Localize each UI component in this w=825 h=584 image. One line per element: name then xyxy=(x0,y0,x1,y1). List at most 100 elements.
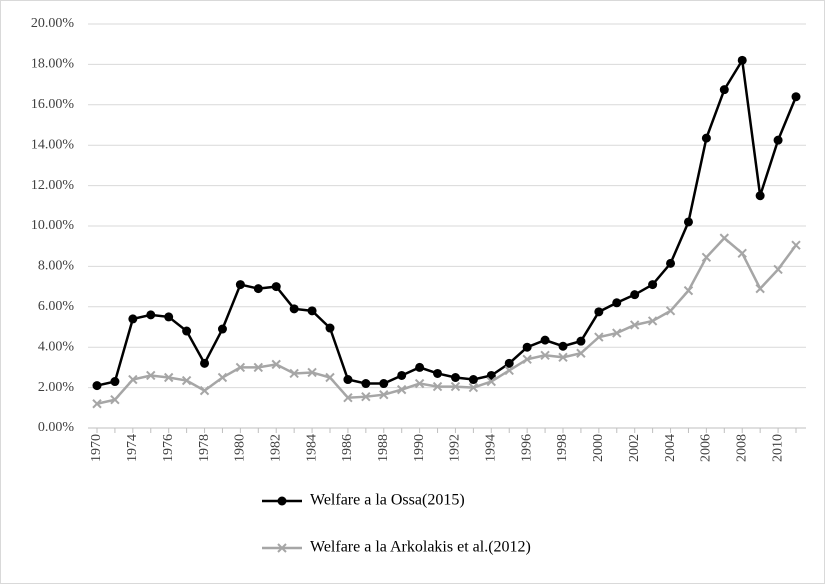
y-tick-label: 4.00% xyxy=(38,339,75,354)
marker xyxy=(504,358,514,368)
marker xyxy=(271,282,281,292)
marker xyxy=(289,368,299,379)
marker xyxy=(343,392,353,403)
marker xyxy=(217,372,228,383)
marker xyxy=(200,358,210,368)
x-tick-label: 1988 xyxy=(376,434,391,462)
marker xyxy=(235,362,246,373)
series-line xyxy=(96,236,798,405)
marker xyxy=(307,367,317,378)
marker xyxy=(683,217,693,227)
x-tick-label: 1994 xyxy=(484,434,499,462)
marker xyxy=(719,85,729,95)
x-tick-label: 2000 xyxy=(591,434,606,462)
y-tick-label: 10.00% xyxy=(31,218,75,233)
legend-label: Welfare a la Arkolakis et al.(2012) xyxy=(310,539,531,556)
x-tick-label: 1984 xyxy=(304,434,319,462)
y-tick-label: 8.00% xyxy=(38,259,75,274)
marker xyxy=(253,362,264,373)
marker xyxy=(182,326,192,336)
marker xyxy=(791,240,801,250)
marker xyxy=(468,375,478,385)
marker xyxy=(522,342,532,352)
marker xyxy=(289,304,299,314)
marker xyxy=(647,316,658,326)
marker xyxy=(612,328,622,338)
marker xyxy=(325,372,335,383)
marker xyxy=(701,133,711,143)
marker xyxy=(594,332,604,342)
marker xyxy=(199,385,210,396)
y-tick-label: 20.00% xyxy=(31,16,75,31)
marker xyxy=(629,320,640,330)
marker xyxy=(576,336,586,346)
marker xyxy=(92,399,102,409)
marker xyxy=(277,496,287,506)
marker xyxy=(433,368,443,378)
marker xyxy=(415,362,425,372)
marker xyxy=(361,379,371,389)
marker xyxy=(486,370,496,380)
marker xyxy=(701,252,712,263)
marker xyxy=(361,391,371,402)
marker xyxy=(110,377,120,387)
marker xyxy=(146,310,156,320)
y-tick-label: 0.00% xyxy=(38,420,75,435)
marker xyxy=(755,191,765,201)
y-tick-label: 6.00% xyxy=(38,299,75,314)
marker xyxy=(540,350,550,360)
marker xyxy=(540,335,550,345)
marker xyxy=(397,370,407,380)
x-tick-label: 1996 xyxy=(519,434,534,462)
x-tick-label: 1976 xyxy=(161,434,176,462)
y-tick-label: 18.00% xyxy=(31,57,75,72)
marker xyxy=(277,543,287,553)
marker xyxy=(648,280,658,290)
x-tick-label: 1970 xyxy=(89,434,104,462)
marker xyxy=(325,323,335,333)
series-line xyxy=(96,56,798,387)
marker xyxy=(486,376,497,387)
marker xyxy=(217,324,227,334)
marker xyxy=(146,370,156,381)
marker xyxy=(594,307,604,317)
marker xyxy=(773,264,783,275)
marker xyxy=(396,384,407,395)
marker xyxy=(630,290,640,300)
marker xyxy=(379,379,389,389)
marker xyxy=(307,306,317,316)
x-tick-label: 2002 xyxy=(627,434,642,462)
marker xyxy=(379,389,389,400)
marker xyxy=(504,365,514,376)
legend-label: Welfare a la Ossa(2015) xyxy=(310,492,465,509)
marker xyxy=(432,381,443,392)
x-tick-label: 1986 xyxy=(340,434,355,462)
marker xyxy=(128,374,138,385)
x-tick-label: 1980 xyxy=(233,434,248,462)
marker xyxy=(414,378,425,389)
marker xyxy=(271,359,281,370)
marker xyxy=(235,280,245,290)
x-tick-label: 2008 xyxy=(734,434,749,462)
marker xyxy=(343,375,353,385)
marker xyxy=(612,298,622,308)
marker xyxy=(253,284,263,294)
marker xyxy=(737,55,747,65)
marker xyxy=(576,348,586,358)
marker xyxy=(665,306,676,316)
marker xyxy=(755,283,765,294)
marker xyxy=(110,395,120,405)
marker xyxy=(450,381,461,392)
x-tick-label: 1998 xyxy=(555,434,570,462)
marker xyxy=(468,382,479,393)
y-tick-label: 16.00% xyxy=(31,97,75,112)
x-tick-label: 2010 xyxy=(770,434,785,462)
y-tick-label: 12.00% xyxy=(31,178,75,193)
marker xyxy=(181,375,192,386)
marker xyxy=(773,135,783,145)
marker xyxy=(791,92,801,102)
marker xyxy=(164,312,174,322)
marker xyxy=(666,258,676,268)
y-tick-label: 14.00% xyxy=(31,137,75,152)
x-tick-label: 1992 xyxy=(448,434,463,462)
